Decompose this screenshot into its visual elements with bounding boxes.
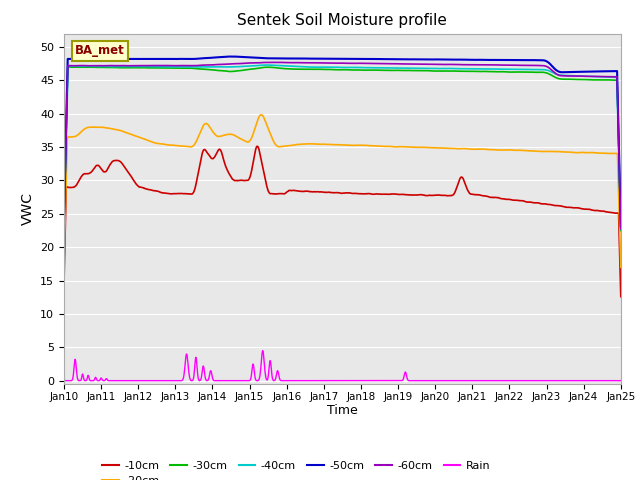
Title: Sentek Soil Moisture profile: Sentek Soil Moisture profile (237, 13, 447, 28)
Text: BA_met: BA_met (75, 44, 125, 57)
X-axis label: Time: Time (327, 405, 358, 418)
Y-axis label: VWC: VWC (20, 192, 35, 225)
Legend: -10cm, -20cm, -30cm, -40cm, -50cm, -60cm, Rain: -10cm, -20cm, -30cm, -40cm, -50cm, -60cm… (97, 456, 495, 480)
